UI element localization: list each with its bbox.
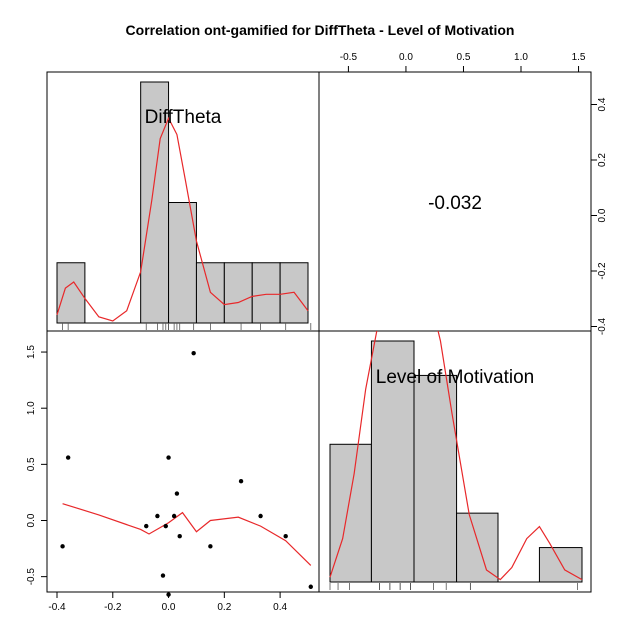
right-axis-tick-label: 0.2 bbox=[597, 153, 608, 167]
scatter-point bbox=[208, 544, 213, 549]
top-axis-tick-label: 1.0 bbox=[514, 52, 528, 63]
diff-hist-bar bbox=[223, 262, 253, 324]
motivation-hist-bar bbox=[370, 340, 415, 583]
bottom-axis-tick-label: 0.4 bbox=[273, 602, 287, 613]
scatter-point bbox=[155, 513, 160, 519]
bottom-axis-tick-label: 0.2 bbox=[217, 602, 231, 613]
panel-mot-hist bbox=[318, 330, 592, 593]
diff-hist-bar bbox=[56, 262, 86, 324]
bottom-axis-tick-label: 0.0 bbox=[162, 602, 176, 613]
scatter-point bbox=[191, 350, 196, 356]
correlation-value: -0.032 bbox=[428, 193, 482, 214]
scatter-point bbox=[65, 455, 71, 460]
motivation-density-curve bbox=[329, 331, 583, 581]
scatter-point bbox=[171, 513, 177, 519]
top-axis-tick-label: -0.5 bbox=[340, 52, 358, 63]
axes: -0.4 -0.2 0.0 0.2 0.4 -0.5 0.0 0.5 1.0 1.5 -0.5 0.0… bbox=[26, 52, 608, 613]
diff-hist-bar bbox=[251, 262, 281, 324]
diff-hist-bar bbox=[168, 202, 197, 324]
scatter-point bbox=[283, 534, 288, 539]
motivation-hist-bar bbox=[456, 512, 499, 583]
scatter-points bbox=[60, 350, 313, 597]
left-axis-tick-label: 1.0 bbox=[26, 401, 37, 415]
panel-scatter bbox=[46, 330, 320, 593]
left-axis-tick-label: 0.0 bbox=[26, 513, 37, 527]
chart-title: Correlation ont-gamified for DiffTheta -… bbox=[126, 22, 515, 38]
right-axis-tick-label: 0.4 bbox=[597, 97, 608, 111]
top-axis-tick-label: 0.5 bbox=[457, 52, 471, 63]
diff-density-curve bbox=[56, 116, 309, 322]
scatter-point bbox=[258, 513, 263, 519]
top-axis-tick-label: 0.0 bbox=[399, 52, 413, 63]
left-axis-tick-label: 0.5 bbox=[26, 457, 37, 471]
motivation-hist-bar bbox=[538, 547, 583, 583]
scatter-point bbox=[238, 478, 244, 484]
scatter-point bbox=[144, 523, 149, 529]
left-axis-tick-label: -0.5 bbox=[26, 568, 37, 586]
motivation-hist-bar bbox=[413, 374, 458, 583]
motivation-hist-bar bbox=[329, 443, 372, 583]
scatter-point bbox=[177, 534, 182, 539]
bottom-axis-tick-label: -0.4 bbox=[48, 602, 66, 613]
bottom-axis-tick-label: -0.2 bbox=[104, 602, 122, 613]
left-axis-tick-label: 1.5 bbox=[26, 345, 37, 359]
motivation-label: Level of Motivation bbox=[376, 367, 534, 388]
scatter-point bbox=[60, 544, 65, 549]
scatter-point bbox=[163, 523, 168, 529]
motivation-histogram bbox=[329, 331, 583, 590]
lowess-smooth-line bbox=[62, 503, 312, 566]
scatter-point bbox=[174, 491, 180, 496]
diff-label: DiffTheta bbox=[145, 107, 222, 128]
scatter-point bbox=[160, 573, 166, 578]
right-axis-tick-label: -0.2 bbox=[597, 262, 608, 280]
scatter-point bbox=[308, 584, 313, 589]
scatter-point bbox=[166, 455, 171, 460]
diff-histogram bbox=[56, 81, 312, 330]
right-axis-tick-label: -0.4 bbox=[597, 317, 608, 335]
top-axis-tick-label: 1.5 bbox=[572, 52, 586, 63]
right-axis-tick-label: 0.0 bbox=[597, 208, 608, 222]
